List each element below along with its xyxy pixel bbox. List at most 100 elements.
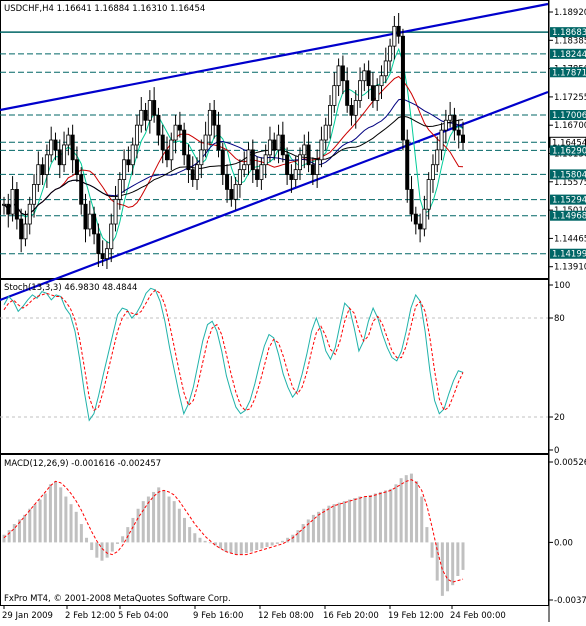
candle[interactable] [225,164,230,203]
candle[interactable] [413,206,418,235]
candle[interactable] [10,176,15,222]
candle[interactable] [100,240,105,267]
candle[interactable] [96,223,101,268]
candle[interactable] [134,114,139,159]
candle[interactable] [370,72,375,108]
candle[interactable] [435,136,440,173]
candle[interactable] [302,134,307,169]
macd-panel[interactable] [0,454,549,606]
candle[interactable] [362,63,367,92]
candle[interactable] [130,137,135,176]
candle[interactable] [27,196,32,235]
candle[interactable] [216,111,221,158]
candle[interactable] [456,119,461,149]
candle[interactable] [147,90,152,134]
candle[interactable] [349,98,354,126]
candle[interactable] [439,122,444,161]
candle[interactable] [190,156,195,187]
candle[interactable] [405,129,410,203]
candle[interactable] [289,164,294,193]
candle[interactable] [6,193,11,228]
candle[interactable] [70,124,75,174]
candle[interactable] [250,139,255,184]
candle[interactable] [237,159,242,198]
candle[interactable] [40,157,45,185]
candle[interactable] [246,142,251,176]
candle[interactable] [152,87,157,123]
candle[interactable] [182,122,187,166]
candle[interactable] [165,136,170,168]
candle[interactable] [323,117,328,151]
candle[interactable] [375,78,380,111]
candle[interactable] [169,132,174,171]
candle[interactable] [186,144,191,184]
candle[interactable] [109,213,114,263]
candle[interactable] [44,144,49,188]
candle[interactable] [430,154,435,193]
candle[interactable] [242,151,247,178]
candle[interactable] [285,147,290,185]
trendlines[interactable] [0,2,549,302]
candle[interactable] [203,121,208,158]
candle[interactable] [358,67,363,108]
candle[interactable] [409,176,414,222]
candle[interactable] [14,182,19,230]
candle[interactable] [36,151,41,192]
candle[interactable] [353,90,358,129]
candle[interactable] [122,149,127,193]
candle[interactable] [336,58,341,97]
candle[interactable] [392,15,397,60]
candle[interactable] [117,172,122,210]
candle[interactable] [87,200,92,237]
candle[interactable] [310,157,315,185]
candle[interactable] [74,146,79,183]
candle[interactable] [143,102,148,131]
candle[interactable] [220,142,225,185]
lower-channel-trendline[interactable] [0,90,549,302]
candle[interactable] [452,107,457,141]
candle[interactable] [259,157,264,190]
candle[interactable] [32,174,37,218]
candle[interactable] [319,126,324,168]
candle[interactable] [379,65,384,99]
candle[interactable] [448,101,453,128]
candle[interactable] [199,139,204,179]
candle[interactable] [460,121,465,150]
candle[interactable] [229,176,234,207]
candle[interactable] [443,109,448,144]
candle[interactable] [83,193,88,243]
candle[interactable] [160,124,165,164]
candle[interactable] [66,127,71,156]
candle[interactable] [345,67,350,113]
candle[interactable] [306,131,311,173]
candle[interactable] [328,95,333,139]
candle[interactable] [49,126,54,163]
candle[interactable] [233,177,238,210]
candle[interactable] [388,38,393,72]
candle[interactable] [276,124,281,164]
candle[interactable] [177,111,182,138]
candle[interactable] [280,121,285,163]
candle[interactable] [400,28,405,151]
candle[interactable] [19,208,24,253]
candle[interactable] [2,196,7,215]
candle[interactable] [366,60,371,99]
candle[interactable] [332,72,337,113]
candle[interactable] [426,172,431,220]
candle[interactable] [79,167,84,215]
candle[interactable] [315,149,320,188]
candle[interactable] [195,157,200,190]
candle[interactable] [62,131,67,173]
stoch-panel[interactable] [0,279,549,454]
candle[interactable] [57,139,62,179]
candle[interactable] [104,241,109,269]
candle[interactable] [293,156,298,187]
upper-channel-trendline[interactable] [0,2,549,112]
candle[interactable] [92,206,97,245]
candle[interactable] [126,146,131,173]
candle[interactable] [396,13,401,44]
candle[interactable] [383,47,388,84]
candle[interactable] [212,99,217,139]
